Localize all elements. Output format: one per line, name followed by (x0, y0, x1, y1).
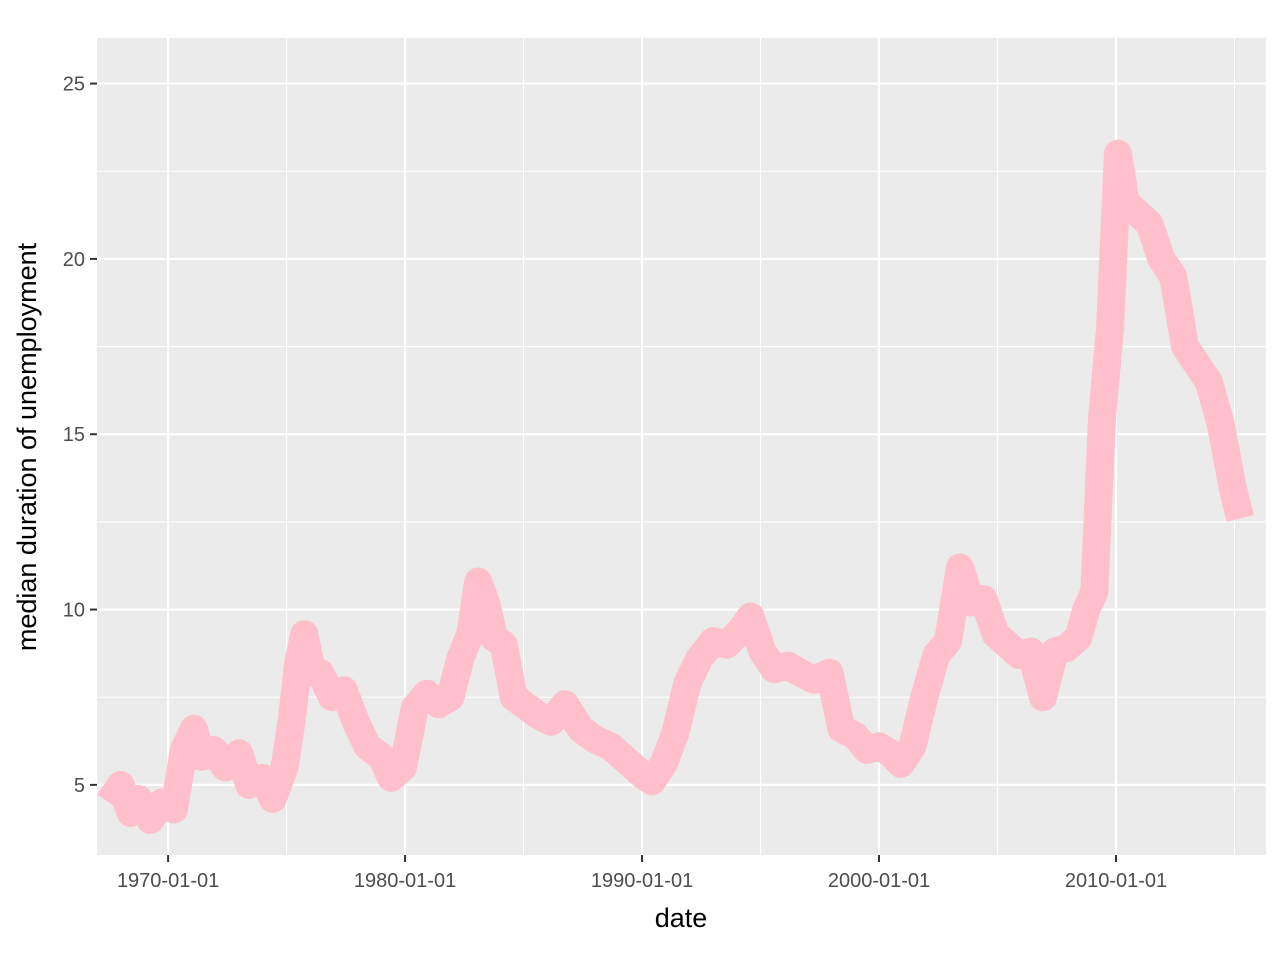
y-tick-label: 5 (74, 775, 85, 797)
y-tick-label: 20 (63, 249, 85, 271)
y-axis-title: median duration of unemployment (12, 242, 42, 651)
major-gridlines (97, 38, 1266, 855)
series-layer (97, 139, 1254, 834)
x-axis: 1970-01-01 1980-01-01 1990-01-01 2000-01-01… (117, 855, 1167, 892)
y-tick-label: 25 (63, 74, 85, 96)
x-tick-label: 1990-01-01 (591, 870, 693, 892)
x-tick-label: 1980-01-01 (354, 870, 456, 892)
x-axis-title: date (655, 903, 708, 933)
x-tick-label: 2000-01-01 (828, 870, 930, 892)
x-tick-label: 2010-01-01 (1065, 870, 1167, 892)
y-tick-label: 15 (63, 424, 85, 446)
series-line (97, 139, 1254, 834)
y-axis: 5 10 15 20 25 (63, 74, 97, 797)
x-tick-label: 1970-01-01 (117, 870, 219, 892)
y-tick-label: 10 (63, 600, 85, 622)
